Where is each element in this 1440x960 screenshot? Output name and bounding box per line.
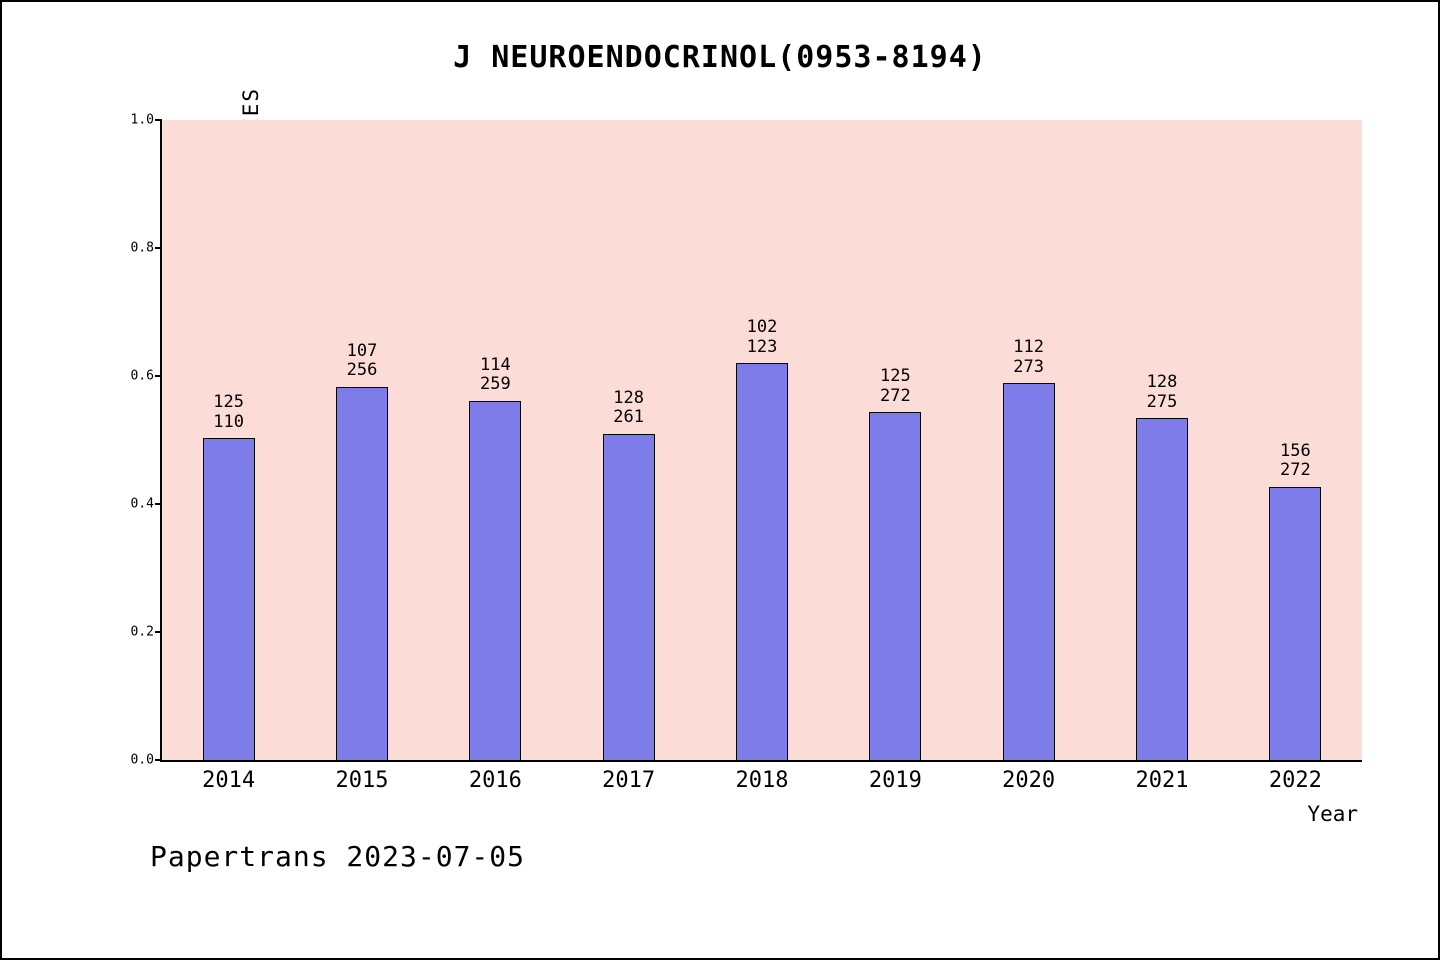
bar-value-label: 102 123 [746, 317, 778, 357]
bar-value-label: 114 259 [479, 354, 511, 395]
x-tick-label-2017: 2017 [602, 768, 656, 793]
x-tick-label-2014: 2014 [202, 768, 256, 793]
x-tick-label-2019: 2019 [868, 768, 922, 793]
bar-value-label: 125 110 [213, 392, 245, 432]
y-tick-mark [155, 119, 162, 121]
y-tick-label: 0.0 [130, 752, 154, 768]
bar-2016 [469, 400, 522, 760]
x-tick-label-2020: 2020 [1002, 768, 1056, 793]
plot-area: 0.0 0.2 0.4 0.6 0.8 1.0 125 110 2014 107 256 2015… [131, 114, 1362, 793]
y-tick-label: 1.0 [130, 112, 154, 128]
x-tick-label-2021: 2021 [1135, 768, 1189, 793]
bar-2021 [1136, 418, 1188, 760]
y-tick-mark [155, 247, 162, 249]
x-tick-label-2015: 2015 [335, 768, 389, 793]
y-tick-mark [155, 503, 162, 505]
bar-value-label: 128 275 [1146, 372, 1178, 412]
bar-value-label: 156 272 [1279, 440, 1311, 481]
chart-title: J NEUROENDOCRINOL(0953-8194) [453, 40, 987, 75]
bar-2019 [869, 412, 922, 760]
x-tick-label-2022: 2022 [1268, 768, 1322, 793]
y-tick-label: 0.4 [130, 496, 154, 512]
x-tick-label-2018: 2018 [735, 768, 789, 793]
bar-value-label: 107 256 [346, 340, 378, 381]
y-tick-label: 0.2 [130, 624, 154, 640]
bar-2017 [602, 433, 655, 760]
y-tick-mark [155, 759, 162, 761]
y-tick-label: 0.6 [130, 368, 154, 384]
y-tick-mark [155, 631, 162, 633]
y-tick-label: 0.8 [130, 240, 154, 256]
bar-value-label: 128 261 [613, 387, 645, 428]
footer-watermark: Papertrans 2023-07-05 [150, 840, 526, 873]
bar-2015 [336, 386, 388, 760]
bar-value-label: 112 273 [1013, 336, 1045, 377]
bar-value-label: 125 272 [879, 366, 911, 406]
bar-2018 [736, 363, 788, 760]
x-axis-title: Year [1307, 802, 1358, 826]
bar-2020 [1002, 383, 1055, 760]
bar-2014 [202, 438, 255, 760]
y-tick-mark [155, 375, 162, 377]
bar-2022 [1269, 486, 1322, 760]
x-tick-label-2016: 2016 [468, 768, 522, 793]
